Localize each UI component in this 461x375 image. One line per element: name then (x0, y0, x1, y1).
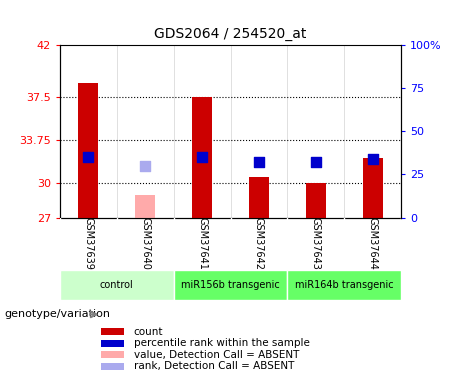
Bar (135, 195, 155, 217)
Text: count: count (134, 327, 163, 337)
Bar (192, 97, 212, 218)
Text: value, Detection Call = ABSENT: value, Detection Call = ABSENT (134, 350, 299, 360)
Point (85, 153, 92, 159)
Point (369, 156, 376, 162)
Point (312, 159, 319, 165)
Text: GSM37643: GSM37643 (311, 217, 321, 270)
Bar (101, 351, 124, 358)
Title: GDS2064 / 254520_at: GDS2064 / 254520_at (154, 27, 307, 41)
Bar (363, 158, 383, 218)
Text: rank, Detection Call = ABSENT: rank, Detection Call = ABSENT (134, 362, 294, 371)
Text: GSM37642: GSM37642 (254, 217, 264, 270)
Point (142, 163, 149, 169)
Text: miR164b transgenic: miR164b transgenic (295, 280, 394, 290)
Text: percentile rank within the sample: percentile rank within the sample (134, 338, 310, 348)
Text: GSM37639: GSM37639 (83, 217, 94, 270)
FancyBboxPatch shape (287, 270, 401, 300)
Bar (306, 183, 326, 218)
Text: control: control (100, 280, 134, 290)
Bar (101, 328, 124, 335)
Text: miR156b transgenic: miR156b transgenic (181, 280, 280, 290)
Text: genotype/variation: genotype/variation (5, 309, 111, 320)
Text: GSM37644: GSM37644 (367, 217, 378, 270)
Text: GSM37640: GSM37640 (140, 217, 150, 270)
Point (198, 153, 206, 159)
FancyBboxPatch shape (174, 270, 287, 300)
Text: GSM37641: GSM37641 (197, 217, 207, 270)
Bar (101, 363, 124, 370)
FancyBboxPatch shape (60, 270, 174, 300)
Bar (249, 177, 269, 218)
Bar (78, 83, 98, 218)
Point (255, 159, 263, 165)
Bar (101, 340, 124, 347)
